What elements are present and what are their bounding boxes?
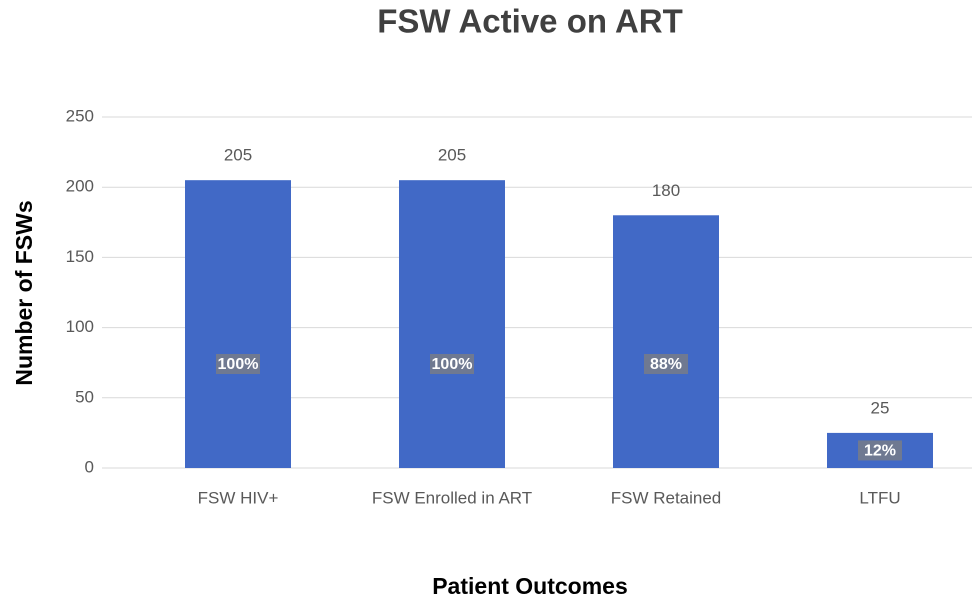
percent-label: 100% — [432, 356, 473, 373]
y-tick-label: 250 — [66, 106, 94, 125]
percent-label: 100% — [218, 356, 259, 373]
x-tick-label: FSW Enrolled in ART — [372, 488, 532, 507]
value-label: 205 — [224, 146, 252, 165]
y-tick-label: 0 — [85, 457, 94, 476]
x-tick-label: FSW HIV+ — [198, 488, 279, 507]
chart-title: FSW Active on ART — [377, 3, 683, 40]
x-tick-label: FSW Retained — [611, 488, 722, 507]
x-axis-title: Patient Outcomes — [432, 573, 628, 599]
percent-label: 88% — [650, 356, 682, 373]
percent-label-bg — [858, 440, 902, 461]
y-tick-label: 100 — [66, 317, 94, 336]
y-tick-label: 50 — [75, 387, 94, 406]
bar — [613, 215, 719, 468]
percent-label: 12% — [864, 443, 896, 460]
percent-label-bg — [216, 354, 260, 374]
y-tick-label: 200 — [66, 177, 94, 196]
percent-label-bg — [430, 354, 474, 374]
value-label: 205 — [438, 146, 466, 165]
percent-label-bg — [644, 354, 688, 374]
bar — [185, 180, 291, 468]
y-tick-label: 150 — [66, 247, 94, 266]
bar — [399, 180, 505, 468]
value-label: 25 — [871, 398, 890, 417]
value-label: 180 — [652, 181, 680, 200]
y-axis-title: Number of FSWs — [11, 200, 37, 385]
x-tick-label: LTFU — [859, 488, 900, 507]
